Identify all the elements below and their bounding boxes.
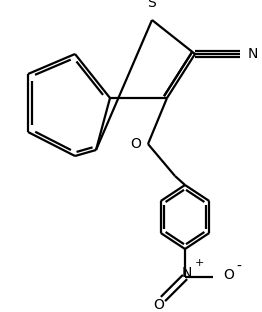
Text: O: O: [130, 137, 141, 151]
Text: +: +: [194, 258, 204, 268]
Text: -: -: [237, 260, 242, 274]
Text: S: S: [148, 0, 156, 10]
Text: O: O: [223, 268, 234, 282]
Text: O: O: [154, 298, 165, 312]
Text: N: N: [248, 47, 258, 61]
Text: N: N: [182, 266, 192, 280]
